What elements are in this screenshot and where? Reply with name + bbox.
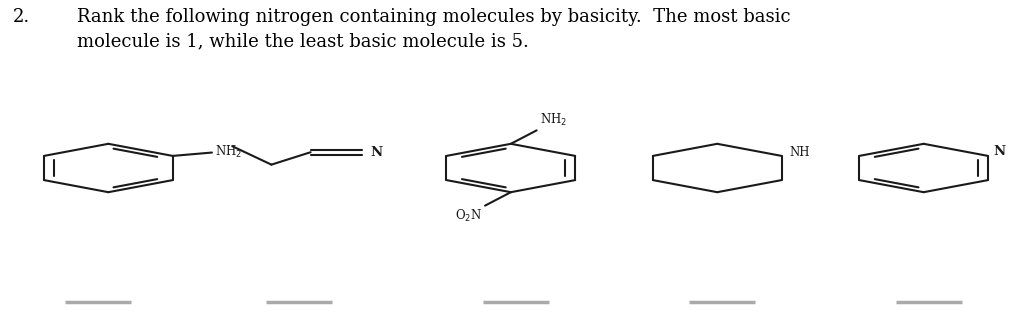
- Text: N: N: [370, 146, 383, 159]
- Text: NH$_2$: NH$_2$: [215, 143, 243, 160]
- Text: Rank the following nitrogen containing molecules by basicity.  The most basic
mo: Rank the following nitrogen containing m…: [77, 8, 791, 51]
- Text: NH: NH: [789, 146, 810, 159]
- Text: O$_2$N: O$_2$N: [455, 208, 482, 224]
- Text: N: N: [993, 145, 1005, 158]
- Text: NH$_2$: NH$_2$: [540, 112, 567, 128]
- Text: 2.: 2.: [12, 8, 30, 27]
